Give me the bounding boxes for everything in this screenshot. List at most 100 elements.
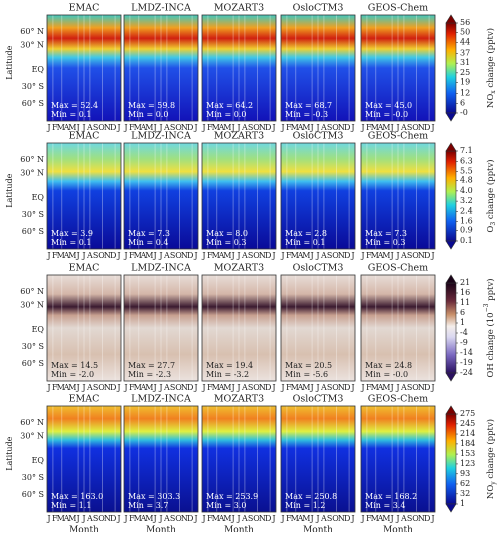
month-tick: M — [302, 514, 310, 523]
month-tick: J — [201, 251, 205, 260]
month-tick: J — [310, 123, 314, 132]
lat-tick: 60° S — [22, 227, 44, 236]
month-tick: A — [377, 251, 384, 260]
panel-stat: Max = 45.0 — [365, 101, 412, 110]
y-axis-label: Latitude — [5, 173, 14, 207]
panel-frame — [280, 274, 356, 382]
month-tick: F — [52, 514, 58, 523]
month-tick: A — [400, 251, 407, 260]
month-tick: J — [236, 514, 240, 523]
panel-stat: Max = 303.3 — [128, 492, 180, 501]
lat-tick: 60° S — [22, 99, 44, 108]
month-tick: O — [98, 514, 105, 523]
month-tick: O — [98, 383, 105, 392]
heatmap — [124, 406, 198, 512]
month-tick: A — [241, 514, 248, 523]
panel-stat: Max = 52.4 — [51, 101, 98, 110]
colorbar-tick-label: 6 — [460, 308, 465, 317]
panel-stat: Min = -5.6 — [285, 370, 328, 379]
panel-stat: Max = 7.3 — [128, 229, 170, 238]
month-tick: F — [52, 123, 58, 132]
month-tick: J — [81, 123, 85, 132]
month-tick: M — [57, 123, 65, 132]
heatmap — [361, 275, 435, 381]
panel-frame — [123, 274, 199, 382]
x-axis-label: Month — [224, 526, 254, 533]
month-tick: M — [134, 383, 142, 392]
panel-stat: Max = 27.7 — [128, 361, 175, 370]
month-tick: M — [57, 251, 65, 260]
month-tick: O — [332, 123, 339, 132]
y-axis-label: Latitude — [5, 436, 14, 470]
month-tick: M — [302, 383, 310, 392]
month-tick: J — [116, 383, 120, 392]
colorbar-label: O3 change (pptv) — [485, 159, 498, 232]
month-tick: M — [134, 123, 142, 132]
month-tick: D — [344, 383, 350, 392]
colorbar-tick-label: 37 — [460, 49, 470, 58]
lat-tick: EQ — [32, 193, 45, 202]
colorbar-label-part: 3 — [490, 222, 497, 226]
month-tick: A — [377, 123, 384, 132]
colorbar-tick-label: 4.0 — [460, 186, 473, 195]
panel-stat: Min = 0.0 — [206, 110, 246, 119]
panel-stat: Min = -2.0 — [51, 370, 94, 379]
panel-frame — [46, 274, 122, 382]
panel-stat: Min = 0.3 — [365, 238, 405, 247]
month-tick: J — [153, 383, 157, 392]
month-tick: J — [201, 123, 205, 132]
colorbar-tick-label: 3.2 — [460, 196, 473, 205]
heatmap — [281, 143, 355, 249]
month-tick: M — [382, 383, 390, 392]
colorbar-tick-label: 31 — [460, 58, 470, 67]
month-tick: N — [181, 514, 188, 523]
colorbar-tick-label: 44 — [460, 37, 470, 46]
panel-stat: Min = 3.7 — [128, 501, 168, 510]
lat-tick: 30° S — [22, 473, 44, 482]
panel-stat: Max = 3.9 — [51, 229, 93, 238]
month-tick: M — [371, 251, 379, 260]
colorbar-tick-label: 25 — [460, 68, 470, 77]
month-tick: A — [218, 383, 225, 392]
month-tick: J — [193, 123, 197, 132]
colorbar-label-part: O — [486, 226, 496, 233]
month-tick: A — [241, 251, 248, 260]
month-tick: J — [46, 123, 50, 132]
panel-stat: Max = 19.4 — [206, 361, 253, 370]
month-tick: J — [81, 514, 85, 523]
month-tick: J — [310, 514, 314, 523]
month-tick: O — [332, 514, 339, 523]
colorbar-tick-label: 19 — [460, 77, 470, 86]
colorbar-label-part: y — [490, 481, 497, 486]
panel-frame — [46, 142, 122, 250]
month-tick: J — [280, 251, 284, 260]
heatmap — [202, 15, 276, 121]
month-tick: S — [170, 383, 175, 392]
panel-stat: Min = 0.4 — [128, 238, 168, 247]
colorbar-tick-label: 153 — [460, 449, 475, 458]
colorbar — [445, 22, 457, 114]
month-tick: J — [430, 251, 434, 260]
panel-frame — [201, 142, 277, 250]
colorbar-label-part: pptv) — [485, 278, 496, 303]
month-tick: S — [93, 514, 98, 523]
month-tick: J — [123, 251, 127, 260]
month-tick: M — [371, 123, 379, 132]
x-axis-label: Month — [146, 526, 176, 533]
panel-frame — [123, 14, 199, 122]
panel-frame — [280, 142, 356, 250]
month-tick: F — [207, 123, 213, 132]
month-tick: S — [93, 123, 98, 132]
colorbar-label-part: −3 — [483, 303, 490, 312]
panel-stat: Max = 7.3 — [365, 229, 407, 238]
month-tick: F — [52, 383, 58, 392]
month-tick: O — [175, 251, 182, 260]
month-tick: J — [76, 123, 80, 132]
month-tick: A — [163, 123, 170, 132]
month-tick: D — [187, 383, 193, 392]
month-tick: A — [63, 123, 70, 132]
heatmap — [124, 275, 198, 381]
colorbar-tick-label: 56 — [460, 18, 470, 27]
panel-stat: Max = 24.8 — [365, 361, 412, 370]
colorbar-label-part: x — [490, 90, 497, 94]
